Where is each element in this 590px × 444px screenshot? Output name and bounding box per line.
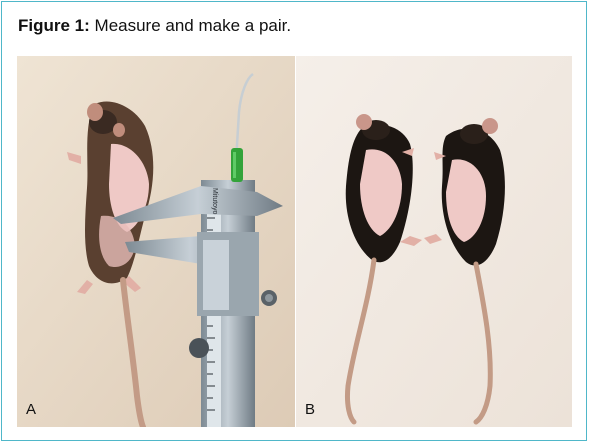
- caliper-brand: Mitutoyo: [211, 188, 218, 215]
- figure-label: Figure 1:: [18, 16, 90, 35]
- figure-caption-text: Measure and make a pair.: [94, 16, 292, 35]
- panel-a-photo: Mitutoyo A: [17, 56, 295, 427]
- panel-a-image: Mitutoyo A: [17, 56, 295, 427]
- panel-b-label: B: [305, 401, 315, 418]
- panel-b-photo: B: [296, 56, 572, 427]
- figure-caption: Figure 1: Measure and make a pair.: [18, 16, 291, 36]
- panel-a-label: A: [26, 401, 36, 418]
- panel-b-image: B: [296, 56, 572, 427]
